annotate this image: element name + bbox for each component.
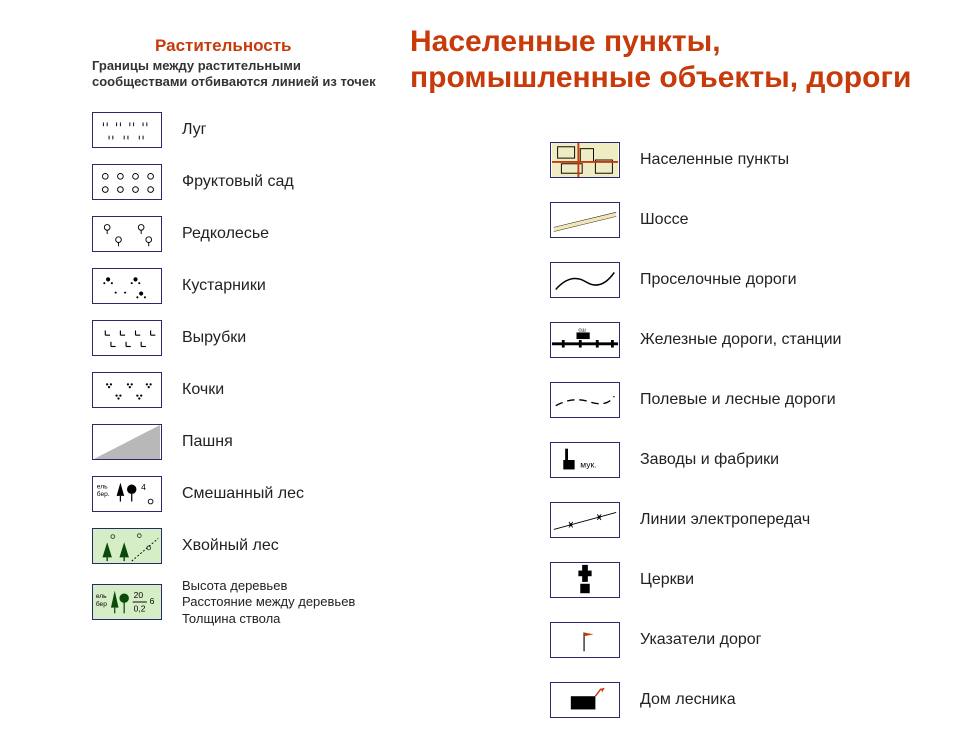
legend-row-redkoles: Редколесье [92, 214, 452, 254]
section-subtitle-vegetation: Границы между растительными сообществами… [92, 58, 392, 91]
symbol-polev [550, 382, 620, 418]
legend-row-vyrubki: Вырубки [92, 318, 452, 358]
legend-row-lep: Линии электропередач [550, 500, 950, 540]
symbol-prosel [550, 262, 620, 298]
legend-row-hvoi-les: Хвойный лес [92, 526, 452, 566]
legend-row-kustarnik: Кустарники [92, 266, 452, 306]
symbol-lesnik [550, 682, 620, 718]
label-lesnik: Дом лесника [640, 690, 736, 709]
svg-text:мук.: мук. [580, 460, 596, 470]
label-hvoi-les: Хвойный лес [182, 536, 279, 555]
label-vyrubki: Вырубки [182, 328, 246, 347]
symbol-pashnya [92, 424, 162, 460]
symbol-zhd: сш [550, 322, 620, 358]
legend-row-ukaz: Указатели дорог [550, 620, 950, 660]
svg-text:6: 6 [150, 596, 155, 606]
legend-row-nasel: Населенные пункты [550, 140, 950, 180]
label-sad: Фруктовый сад [182, 172, 294, 191]
legend-row-pashnya: Пашня [92, 422, 452, 462]
label-shosse: Шоссе [640, 210, 688, 229]
symbol-lug [92, 112, 162, 148]
symbol-hvoi-les [92, 528, 162, 564]
svg-text:сш: сш [578, 328, 586, 334]
legend-row-cerk: Церкви [550, 560, 950, 600]
symbol-lep [550, 502, 620, 538]
svg-text:ель: ель [97, 483, 108, 490]
symbol-nasel [550, 142, 620, 178]
section-title-vegetation: Растительность [155, 36, 292, 56]
label-ukaz: Указатели дорог [640, 630, 762, 649]
symbol-ukaz [550, 622, 620, 658]
symbol-kustarnik [92, 268, 162, 304]
legend-row-lug: Луг [92, 110, 452, 150]
legend-row-sad: Фруктовый сад [92, 162, 452, 202]
label-polev: Полевые и лесные дороги [640, 390, 836, 409]
label-redkoles: Редколесье [182, 224, 269, 243]
legend-row-smesh-les: ель бер. 4 Смешанный лес [92, 474, 452, 514]
svg-text:ель: ель [96, 594, 107, 601]
legend-row-polev: Полевые и лесные дороги [550, 380, 950, 420]
label-lep: Линии электропередач [640, 510, 810, 529]
symbol-zavod: мук. [550, 442, 620, 478]
label-prosel: Проселочные дороги [640, 270, 797, 289]
symbol-shosse [550, 202, 620, 238]
label-tree-params: Высота деревьев Расстояние между деревье… [182, 578, 355, 627]
label-kustarnik: Кустарники [182, 276, 266, 295]
legend-row-zavod: мук. Заводы и фабрики [550, 440, 950, 480]
symbol-sad [92, 164, 162, 200]
svg-text:4: 4 [141, 482, 146, 492]
symbol-kochki [92, 372, 162, 408]
symbol-tree-params: ель бер 20 0,2 6 [92, 584, 162, 620]
symbol-cerk [550, 562, 620, 598]
svg-text:бер: бер [96, 600, 107, 608]
svg-text:20: 20 [134, 591, 144, 601]
legend-row-shosse: Шоссе [550, 200, 950, 240]
legend-row-lesnik: Дом лесника [550, 680, 950, 720]
label-zavod: Заводы и фабрики [640, 450, 779, 469]
svg-text:0,2: 0,2 [134, 604, 146, 614]
section-title-settlements: Населенные пункты, промышленные объекты,… [410, 24, 930, 96]
symbol-redkoles [92, 216, 162, 252]
label-smesh-les: Смешанный лес [182, 484, 304, 503]
label-lug: Луг [182, 120, 207, 139]
legend-row-prosel: Проселочные дороги [550, 260, 950, 300]
legend-row-kochki: Кочки [92, 370, 452, 410]
label-cerk: Церкви [640, 570, 694, 589]
symbol-vyrubki [92, 320, 162, 356]
legend-row-tree-params: ель бер 20 0,2 6 Высота деревьев Расстоя… [92, 578, 452, 627]
legend-column-vegetation: Луг Фруктовый сад Редколесье [92, 110, 452, 639]
label-nasel: Населенные пункты [640, 150, 789, 169]
svg-text:бер.: бер. [97, 490, 110, 498]
legend-row-zhd: сш Железные дороги, станции [550, 320, 950, 360]
label-kochki: Кочки [182, 380, 224, 399]
symbol-smesh-les: ель бер. 4 [92, 476, 162, 512]
label-pashnya: Пашня [182, 432, 233, 451]
label-zhd: Железные дороги, станции [640, 330, 841, 349]
legend-column-settlements: Населенные пункты Шоссе Проселочные доро… [550, 140, 950, 740]
